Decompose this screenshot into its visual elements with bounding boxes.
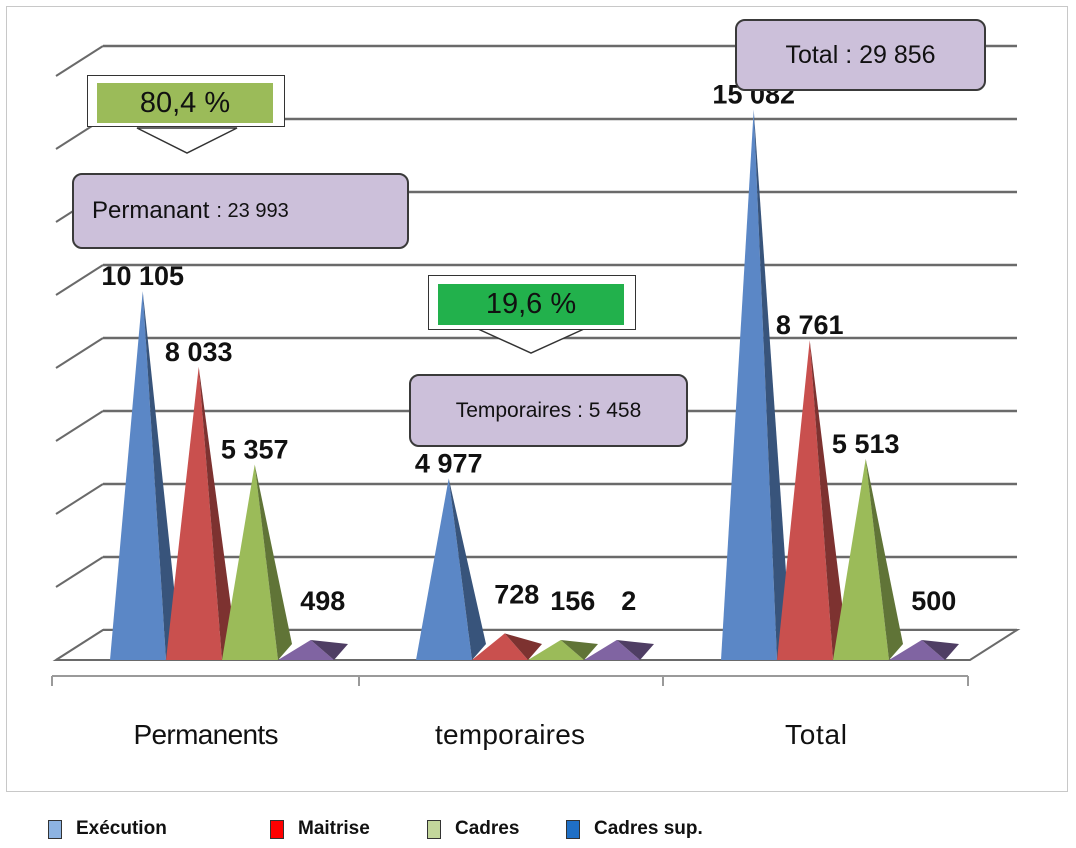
pyramid-side — [616, 640, 654, 660]
pyramid-front — [222, 464, 278, 660]
temp-pct-badge: 19,6 % — [438, 284, 624, 325]
legend-swatch — [48, 819, 62, 839]
pyramid-front — [889, 640, 945, 660]
value-label: 498 — [300, 586, 345, 616]
permanent-pct-label: 80,4 % — [139, 86, 231, 119]
legend-label: Maitrise — [298, 818, 370, 839]
gridline-depth — [55, 337, 104, 369]
pyramid-side — [753, 109, 791, 660]
pyramid-front — [528, 640, 584, 660]
pyramid-front — [278, 640, 334, 660]
temp-arrow — [477, 328, 585, 354]
gridline-depth — [55, 410, 104, 442]
pyramid-side — [448, 478, 486, 660]
value-label: 2 — [621, 586, 636, 616]
temp-pct-label: 19,6 % — [485, 288, 577, 320]
value-label: 5 513 — [832, 429, 900, 459]
value-label: 500 — [911, 586, 956, 616]
temp-callout: Temporaires : 5 458 — [409, 374, 688, 447]
pyramid-front — [721, 109, 777, 660]
permanent-pct-badge: 80,4 % — [97, 83, 273, 123]
pyramid-front — [777, 340, 833, 660]
pyramid-front — [833, 458, 889, 660]
pyramid-side — [198, 366, 236, 660]
permanent-name: Permanant — [92, 197, 210, 224]
pyramid-side — [310, 640, 348, 660]
legend-label: Exécution — [76, 818, 167, 839]
legend-execution: Exécution — [48, 818, 167, 840]
legend-swatch — [566, 819, 580, 839]
legend-cadres-sup: Cadres sup. — [566, 818, 703, 840]
pyramid-front — [416, 478, 472, 660]
pyramid-front — [110, 291, 166, 660]
legend-label: Cadres — [455, 818, 520, 839]
pyramid-front — [584, 640, 640, 660]
legend-swatch — [427, 819, 441, 839]
category-label: Permanents — [134, 719, 279, 750]
value-label: 4 977 — [415, 448, 483, 478]
legend-maitrise: Maitrise — [270, 818, 370, 840]
callout-arrows — [136, 127, 585, 354]
legend-cadres: Cadres — [427, 818, 519, 840]
legend-label: Cadres sup. — [594, 818, 703, 839]
pyramid-side — [504, 633, 542, 660]
pyramid-side — [865, 458, 903, 660]
value-label: 728 — [494, 579, 539, 609]
category-label: Total — [785, 719, 847, 750]
permanent-value: : 23 993 — [216, 199, 289, 222]
gridline-depth — [55, 483, 104, 515]
pyramid-front — [166, 366, 222, 660]
gridline-depth — [55, 556, 104, 588]
permanent-callout: Permanant : 23 993 — [72, 173, 409, 249]
chart-frame — [6, 6, 1068, 792]
legend-swatch — [270, 819, 284, 839]
pyramid-side — [921, 640, 959, 660]
pyramid-side — [142, 291, 180, 660]
value-label: 10 105 — [101, 261, 184, 291]
pyramid-side — [809, 340, 847, 660]
temp-label: Temporaires : 5 458 — [455, 398, 642, 422]
total-callout: Total : 29 856 — [735, 19, 986, 91]
gridline-depth — [55, 264, 104, 296]
permanent-arrow — [136, 127, 238, 154]
category-label: temporaires — [435, 719, 585, 750]
value-label: 5 357 — [221, 434, 289, 464]
value-label: 156 — [550, 586, 595, 616]
pyramid-side — [254, 464, 292, 660]
total-label: Total : 29 856 — [785, 40, 936, 69]
pyramid-side — [560, 640, 598, 660]
value-label: 8 761 — [776, 310, 844, 340]
gridline-depth — [55, 45, 104, 77]
value-label: 8 033 — [165, 337, 233, 367]
pyramid-front — [472, 633, 528, 660]
